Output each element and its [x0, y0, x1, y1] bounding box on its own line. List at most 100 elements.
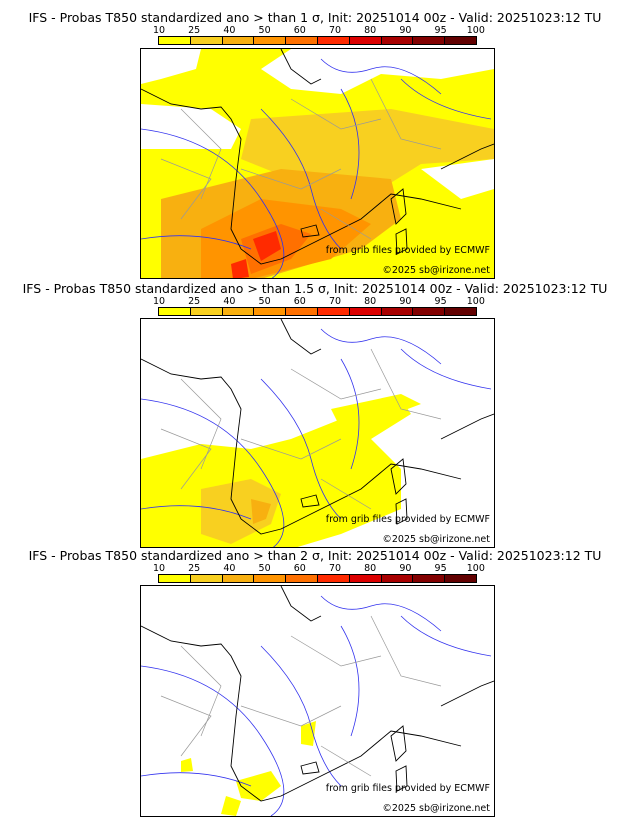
probability-area	[261, 49, 494, 94]
colorbar-swatch	[349, 575, 382, 582]
copyright: ©2025 sb@irizone.net	[382, 803, 490, 814]
border-line	[180, 108, 222, 200]
colorbar-swatch	[254, 575, 287, 582]
river-line	[400, 78, 492, 120]
coastline	[141, 358, 462, 535]
border-line	[320, 208, 372, 240]
coastline	[280, 586, 322, 622]
border-line	[290, 635, 382, 667]
coastline	[440, 680, 494, 707]
coastline	[390, 725, 407, 762]
colorbar-tick: 80	[364, 25, 377, 36]
colorbar-swatch	[381, 37, 414, 44]
coastline	[300, 761, 320, 775]
colorbar-swatch	[190, 308, 223, 315]
border-line	[160, 158, 212, 220]
coastline	[395, 765, 408, 792]
colorbar-tick: 10	[152, 296, 166, 307]
border-line	[180, 645, 222, 737]
border-line	[290, 98, 382, 130]
colorbar-tick: 60	[293, 25, 306, 36]
colorbar-tick: 100	[466, 25, 485, 36]
colorbar-tick: 40	[223, 296, 236, 307]
colorbar-swatch	[413, 37, 446, 44]
colorbar-tick: 95	[434, 296, 447, 307]
river-line	[141, 398, 285, 547]
colorbar-swatch	[159, 37, 191, 44]
coastline	[280, 319, 322, 355]
colorbar	[158, 307, 477, 316]
colorbar-swatch	[222, 308, 255, 315]
coastline	[390, 188, 407, 225]
border-line	[370, 78, 442, 150]
source-credit: from grib files provided by ECMWF	[325, 245, 490, 256]
colorbar-swatch	[349, 37, 382, 44]
coastline	[440, 413, 494, 440]
colorbar	[158, 36, 477, 45]
colorbar-swatch	[349, 308, 382, 315]
probability-area	[331, 394, 421, 429]
colorbar-tick: 100	[466, 296, 485, 307]
colorbar-tick: 70	[328, 25, 342, 36]
probability-area	[141, 104, 241, 149]
probability-area	[301, 721, 316, 746]
river-line	[400, 615, 492, 657]
colorbar-ticks: 10 25 40 50 60 70 80 90 95 100	[153, 296, 485, 307]
colorbar-tick: 25	[188, 296, 201, 307]
colorbar-tick: 90	[399, 296, 412, 307]
coastline	[395, 498, 408, 525]
colorbar-swatch	[159, 575, 191, 582]
colorbar-swatch	[381, 575, 414, 582]
colorbar-swatch	[413, 308, 446, 315]
panel-title: IFS - Probas T850 standardized ano > tha…	[22, 281, 608, 296]
border-line	[240, 705, 342, 727]
colorbar-tick: 95	[434, 25, 447, 36]
probability-area	[141, 49, 201, 84]
colorbar-tick: 70	[328, 296, 342, 307]
border-line	[320, 745, 372, 777]
border-line	[160, 428, 212, 490]
coastline	[390, 458, 407, 495]
colorbar-tick: 50	[258, 25, 271, 36]
colorbar-swatch	[190, 37, 223, 44]
river-line	[141, 665, 285, 816]
colorbar-tick: 50	[258, 296, 271, 307]
colorbar-tick: 95	[434, 563, 447, 574]
colorbar-swatch	[254, 308, 287, 315]
river-line	[400, 348, 492, 390]
colorbar-tick: 25	[188, 563, 201, 574]
colorbar-tick: 70	[328, 563, 342, 574]
coastline	[141, 88, 462, 265]
colorbar	[158, 574, 477, 583]
colorbar-swatch	[190, 575, 223, 582]
border-line	[180, 378, 222, 470]
border-line	[240, 438, 342, 460]
border-line	[320, 478, 372, 510]
source-credit: from grib files provided by ECMWF	[325, 514, 490, 525]
river-line	[320, 58, 442, 95]
colorbar-tick: 40	[223, 25, 236, 36]
river-line	[340, 358, 360, 470]
colorbar-tick: 90	[399, 25, 412, 36]
river-line	[260, 645, 342, 787]
coastline	[280, 49, 322, 85]
colorbar-tick: 90	[399, 563, 412, 574]
colorbar-swatch	[286, 308, 318, 315]
probability-area	[253, 231, 281, 261]
probability-area	[201, 479, 281, 544]
probability-map-high: from grib files provided by ECMWF ©2025 s…	[140, 48, 495, 279]
panel-title: IFS - Probas T850 standardized ano > tha…	[28, 10, 602, 25]
border-line	[370, 348, 442, 420]
river-line	[141, 505, 252, 520]
probability-area	[421, 159, 494, 199]
coastline	[300, 494, 320, 508]
colorbar-swatch	[413, 575, 446, 582]
colorbar-swatch	[317, 575, 350, 582]
colorbar-tick: 10	[152, 25, 166, 36]
river-line	[141, 235, 252, 250]
colorbar-ticks: 10 25 40 50 60 70 80 90 95 100	[153, 25, 485, 36]
colorbar-tick: 100	[466, 563, 485, 574]
border-line	[240, 168, 342, 190]
colorbar-tick: 50	[258, 563, 271, 574]
colorbar-tick: 40	[223, 563, 236, 574]
